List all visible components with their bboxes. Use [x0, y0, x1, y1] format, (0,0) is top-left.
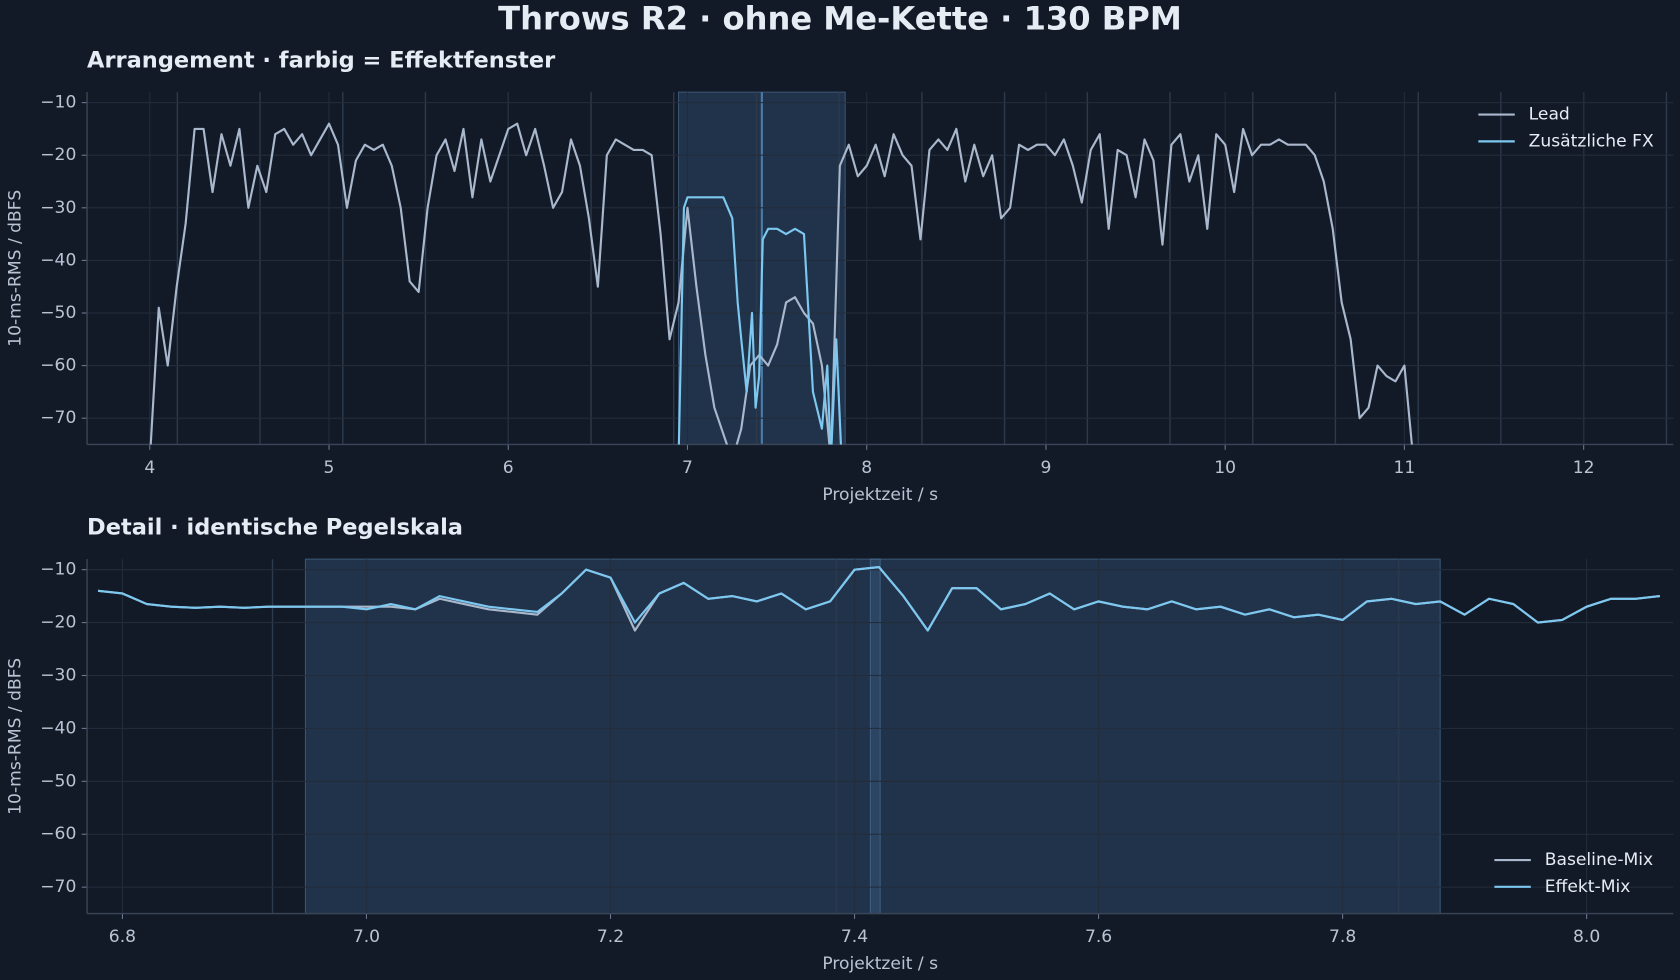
- legend-label: Baseline-Mix: [1545, 850, 1653, 870]
- x-tick-label: 10: [1214, 458, 1236, 478]
- x-tick-label: 8.0: [1573, 927, 1600, 947]
- x-tick-label: 6.8: [109, 927, 136, 947]
- x-tick-label: 9: [1041, 458, 1052, 478]
- x-tick-label: 7: [682, 458, 693, 478]
- x-tick-label: 7.2: [597, 927, 624, 947]
- y-tick-label: −10: [40, 93, 76, 113]
- y-tick-label: −20: [40, 145, 76, 165]
- y-tick-label: −40: [40, 718, 76, 738]
- y-tick-label: −70: [40, 408, 76, 428]
- y-axis-label: 10-ms-RMS / dBFS: [5, 190, 25, 347]
- y-tick-label: −20: [40, 613, 76, 633]
- x-axis-label: Projektzeit / s: [822, 485, 938, 505]
- y-tick-label: −10: [40, 560, 76, 580]
- x-tick-label: 11: [1394, 458, 1416, 478]
- panel: Detail · identische Pegelskala Projektzei…: [5, 515, 1674, 974]
- x-tick-label: 8: [861, 458, 872, 478]
- y-tick-label: −60: [40, 356, 76, 376]
- effect-window: [304, 558, 1441, 915]
- panel-title: Arrangement · farbig = Effektfenster: [87, 48, 556, 74]
- y-tick-label: −70: [40, 877, 76, 897]
- x-tick-label: 7.6: [1085, 927, 1112, 947]
- legend-label: Zusätzliche FX: [1529, 131, 1654, 151]
- y-tick-label: −40: [40, 250, 76, 270]
- y-tick-label: −30: [40, 198, 76, 218]
- legend-label: Effekt-Mix: [1545, 877, 1631, 897]
- figure-title: Throws R2 · ohne Me-Kette · 130 BPM: [498, 0, 1182, 37]
- x-tick-label: 7.8: [1329, 927, 1356, 947]
- x-tick-label: 4: [144, 458, 155, 478]
- x-tick-label: 7.0: [353, 927, 380, 947]
- x-axis-label: Projektzeit / s: [822, 954, 938, 974]
- x-tick-label: 12: [1573, 458, 1595, 478]
- x-tick-label: 7.4: [841, 927, 868, 947]
- legend-label: Lead: [1529, 105, 1570, 125]
- y-axis-label: 10-ms-RMS / dBFS: [5, 658, 25, 815]
- y-tick-label: −30: [40, 665, 76, 685]
- effect-window: [869, 558, 881, 915]
- series-line: [97, 565, 1660, 632]
- series-line: [677, 196, 842, 445]
- x-tick-label: 5: [324, 458, 335, 478]
- panel-title: Detail · identische Pegelskala: [87, 515, 463, 541]
- panel: Arrangement · farbig = Effektfenster Proj…: [5, 48, 1674, 505]
- series-line: [149, 122, 1413, 445]
- x-tick-label: 6: [503, 458, 514, 478]
- y-tick-label: −50: [40, 303, 76, 323]
- y-tick-label: −50: [40, 771, 76, 791]
- y-tick-label: −60: [40, 824, 76, 844]
